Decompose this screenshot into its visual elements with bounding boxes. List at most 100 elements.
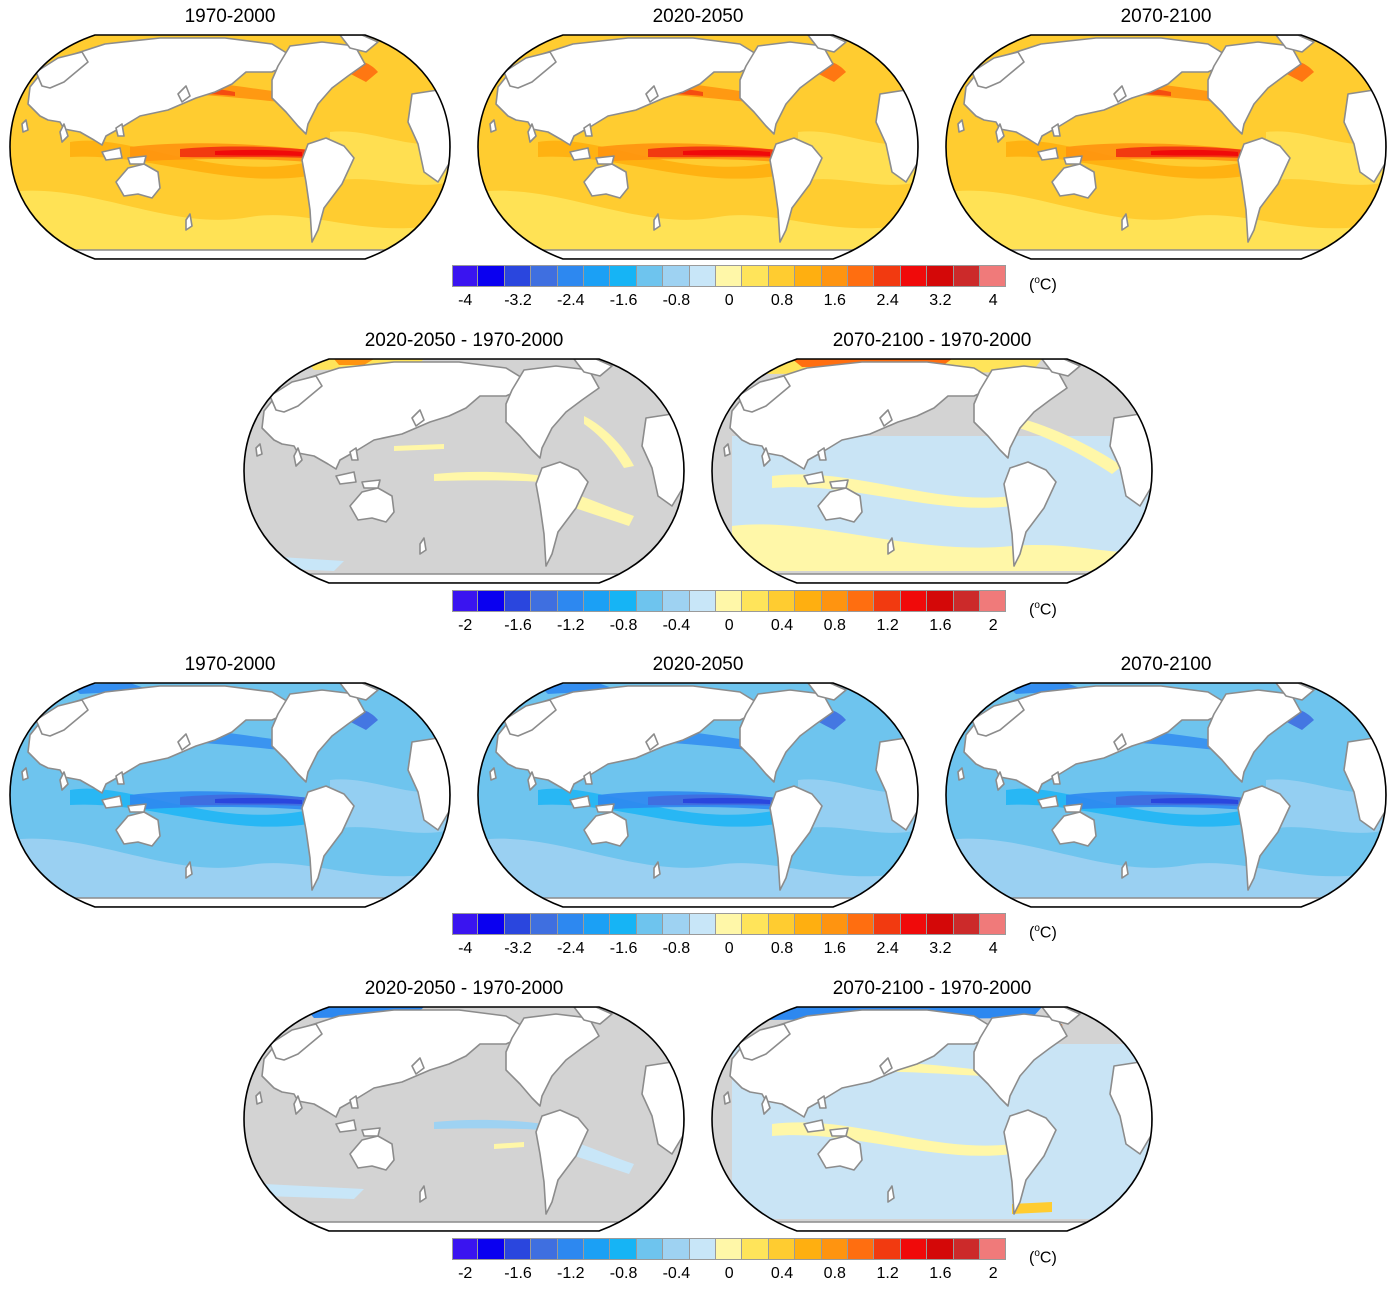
anomaly-contour	[946, 190, 1386, 259]
landmass-island	[527, 771, 537, 791]
colorbar-tick-label: 0.8	[823, 1265, 846, 1282]
colorbar-tick-label: 0.8	[823, 617, 846, 634]
colorbar-tick-label: 1.2	[876, 617, 899, 634]
colorbar-swatch	[610, 1238, 637, 1260]
colorbar-tick-label: -2	[458, 617, 473, 634]
landmass-antarctica	[293, 1221, 635, 1231]
landmass-island	[489, 767, 497, 781]
landmass-island	[59, 123, 69, 143]
colorbar-swatch	[980, 590, 1007, 612]
landmass-new-zealand	[653, 213, 661, 231]
colorbar-swatch	[768, 265, 796, 287]
world-map	[9, 682, 451, 908]
colorbar-tick-label: -1.2	[557, 617, 585, 634]
landmass-europe	[35, 699, 89, 737]
landmass-island	[1051, 771, 1061, 785]
landmass-south-america	[1003, 1109, 1057, 1215]
landmass-greenland	[573, 359, 613, 377]
landmass-europe	[269, 375, 323, 413]
colorbar-tick-label: -1.2	[557, 1265, 585, 1282]
colorbar-swatch	[795, 1238, 822, 1260]
landmass-north-america	[973, 1013, 1068, 1107]
landmass-north-america	[505, 1013, 600, 1107]
colorbar-tick-label: -3.2	[504, 292, 532, 309]
landmass-island	[595, 803, 615, 813]
landmass-north-america	[271, 689, 366, 783]
colorbar-tick-label: 0	[724, 617, 734, 634]
landmass-island	[101, 795, 123, 809]
landmass-island	[101, 147, 123, 161]
colorbar-tick-label: -1.6	[609, 940, 638, 957]
colorbar-tick-label: 0.4	[770, 1265, 794, 1282]
anomaly-contour	[1012, 1202, 1052, 1214]
colorbar-swatch	[663, 590, 690, 612]
landmass-europe	[737, 1023, 791, 1061]
landmass-australia	[115, 163, 161, 199]
map-title: 2020-2050	[652, 654, 744, 675]
map-title: 1970-2000	[184, 654, 276, 675]
landmass-north-america	[739, 689, 834, 783]
colorbar-tick-label: 1.6	[823, 940, 846, 957]
landmass-island	[583, 771, 593, 785]
landmass-island	[829, 1127, 849, 1137]
colorbar-swatch	[927, 1238, 954, 1260]
landmass-antarctica	[293, 573, 635, 583]
landmass-island	[115, 123, 125, 137]
colorbar-swatch	[452, 1238, 479, 1260]
colorbar-swatch	[980, 1238, 1007, 1260]
anomaly-contour	[946, 838, 1386, 907]
colorbar-swatch	[980, 913, 1007, 935]
landmass-island	[489, 119, 497, 133]
landmass-island	[293, 1095, 303, 1115]
colorbar-unit: (oC)	[1029, 1248, 1057, 1267]
colorbar-tick-label: -0.8	[662, 292, 691, 309]
colorbar-tick-label: 0	[724, 1265, 734, 1282]
world-map	[945, 682, 1387, 908]
colorbar-swatch	[742, 590, 769, 612]
colorbar-swatch	[768, 590, 796, 612]
colorbar-swatch	[927, 913, 954, 935]
map-outline	[243, 1006, 685, 1232]
landmass-australia	[817, 1135, 863, 1171]
colorbar-swatch	[927, 265, 954, 287]
landmass-island	[115, 771, 125, 785]
colorbar-swatch	[689, 1238, 716, 1260]
landmass-europe	[35, 51, 89, 89]
colorbar-tick-label: -0.8	[662, 940, 691, 957]
colorbar-tick-label: 0.4	[770, 617, 794, 634]
colorbar-swatch	[900, 913, 928, 935]
landmass-south-america	[535, 1109, 589, 1215]
landmass-island	[645, 85, 659, 103]
landmass-island	[255, 443, 263, 457]
colorbar-swatch	[478, 913, 505, 935]
landmass-island	[21, 119, 29, 133]
anomaly-contour	[434, 471, 544, 482]
anomaly-contour	[1012, 416, 1122, 474]
map-panel-r2-c2: 2070-2100 - 1970-2000	[711, 330, 1153, 594]
landmass-island	[569, 795, 591, 809]
landmass-europe	[737, 375, 791, 413]
anomaly-contour	[434, 1119, 544, 1130]
map-outline	[243, 358, 685, 584]
colorbar: -2 -1.6 -1.2 -0.8 -0.4 0 0.4 0.8 1.2 1.6 2 (oC)	[452, 590, 1072, 638]
colorbar-tick-label: -0.4	[662, 617, 691, 634]
colorbar-tick-label: 3.2	[929, 292, 952, 309]
colorbar-swatch	[478, 590, 505, 612]
colorbar-swatch	[716, 590, 743, 612]
map-title: 2020-2050 - 1970-2000	[364, 330, 564, 351]
landmass-australia	[349, 487, 395, 523]
colorbar-swatch	[557, 590, 584, 612]
colorbar-tick-label: 1.6	[929, 617, 952, 634]
colorbar-swatch	[927, 590, 954, 612]
landmass-island	[569, 147, 591, 161]
landmass-island	[957, 119, 965, 133]
map-title: 2070-2100	[1120, 654, 1212, 675]
colorbar-swatch	[848, 265, 875, 287]
colorbar-swatch	[795, 913, 822, 935]
colorbar-tick-label: 4	[988, 292, 998, 309]
map-title: 2070-2100	[1120, 6, 1212, 27]
colorbar-swatch	[610, 913, 637, 935]
landmass-antarctica	[59, 249, 401, 259]
colorbar-tick-label: 0.8	[770, 940, 794, 957]
landmass-new-zealand	[887, 1185, 895, 1203]
